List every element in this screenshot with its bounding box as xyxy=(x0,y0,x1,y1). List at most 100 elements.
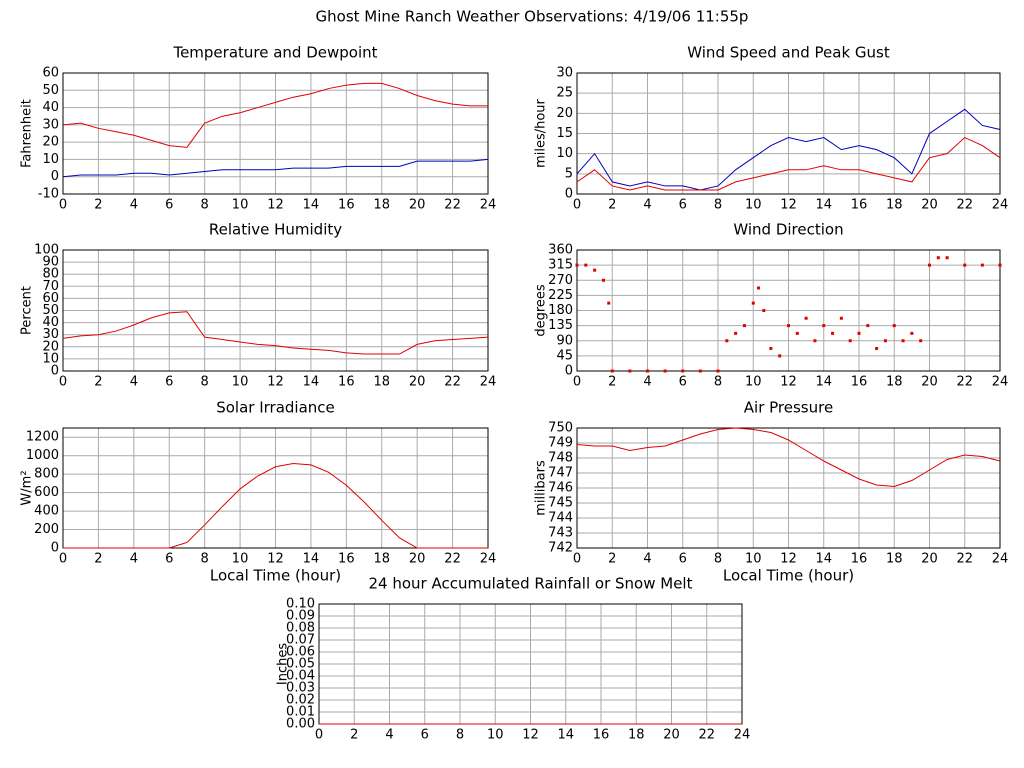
x-tick-label: 14 xyxy=(303,198,320,213)
y-tick-label: 30 xyxy=(42,117,59,132)
y-tick-label: 1000 xyxy=(26,448,59,463)
y-tick-label: 743 xyxy=(548,526,573,541)
data-point xyxy=(892,324,896,328)
y-tick-label: 0 xyxy=(51,364,59,379)
x-tick-label: 12 xyxy=(780,552,797,567)
x-tick-label: 22 xyxy=(444,552,461,567)
x-tick-label: 22 xyxy=(956,198,973,213)
chart-title: Air Pressure xyxy=(744,399,833,417)
x-tick-label: 4 xyxy=(643,375,651,390)
x-tick-label: 22 xyxy=(698,728,715,743)
x-tick-label: 0 xyxy=(59,552,67,567)
x-tick-label: 22 xyxy=(956,552,973,567)
x-tick-label: 16 xyxy=(851,198,868,213)
x-tick-label: 22 xyxy=(444,375,461,390)
x-tick-label: 18 xyxy=(886,552,903,567)
y-tick-label: 40 xyxy=(42,100,59,115)
y-tick-label: 60 xyxy=(42,291,59,306)
x-tick-label: 4 xyxy=(130,552,138,567)
x-tick-label: 18 xyxy=(886,375,903,390)
y-tick-label: 747 xyxy=(548,466,573,481)
y-axis-label: millibars xyxy=(534,460,549,516)
y-tick-label: 742 xyxy=(548,541,573,556)
data-point xyxy=(875,346,879,350)
y-tick-label: 70 xyxy=(42,279,59,294)
chart-title: Wind Direction xyxy=(733,221,843,239)
x-tick-label: 24 xyxy=(992,198,1009,213)
y-axis-label: W/m² xyxy=(20,470,35,505)
x-tick-label: 24 xyxy=(992,375,1009,390)
data-point xyxy=(919,339,923,343)
x-tick-label: 0 xyxy=(59,375,67,390)
data-point xyxy=(910,331,914,335)
plot-frame xyxy=(576,249,1001,372)
y-tick-label: 400 xyxy=(34,504,59,519)
data-point xyxy=(607,301,611,305)
data-point xyxy=(857,331,861,335)
y-tick-label: 744 xyxy=(548,511,573,526)
x-tick-label: 12 xyxy=(522,728,539,743)
data-point xyxy=(757,286,761,290)
y-tick-label: 90 xyxy=(556,333,573,348)
y-axis-label: Percent xyxy=(20,286,35,335)
data-line xyxy=(62,311,489,355)
x-tick-label: 14 xyxy=(303,375,320,390)
y-tick-label: 745 xyxy=(548,496,573,511)
y-tick-label: 40 xyxy=(42,315,59,330)
y-tick-label: 30 xyxy=(42,327,59,342)
data-point xyxy=(928,263,931,267)
x-tick-label: 12 xyxy=(267,552,284,567)
y-tick-label: 10 xyxy=(42,351,59,366)
x-tick-label: 22 xyxy=(956,375,973,390)
y-tick-label: 748 xyxy=(548,451,573,466)
x-tick-label: 0 xyxy=(573,198,581,213)
data-point xyxy=(787,324,790,328)
data-point xyxy=(584,263,588,267)
data-point xyxy=(795,331,799,335)
x-tick-label: 24 xyxy=(480,375,497,390)
x-tick-label: 14 xyxy=(815,198,832,213)
x-tick-label: 2 xyxy=(94,552,102,567)
data-point xyxy=(804,316,808,320)
x-tick-label: 6 xyxy=(165,375,173,390)
y-tick-label: 45 xyxy=(556,348,573,363)
y-tick-label: 0.04 xyxy=(286,669,315,684)
x-tick-label: 8 xyxy=(201,198,209,213)
x-tick-label: 10 xyxy=(745,375,762,390)
data-point xyxy=(610,369,614,373)
x-tick-label: 24 xyxy=(734,728,751,743)
x-tick-label: 0 xyxy=(573,552,581,567)
data-point xyxy=(778,354,782,358)
x-tick-label: 0 xyxy=(315,728,323,743)
y-tick-label: 0 xyxy=(51,541,59,556)
x-tick-label: 18 xyxy=(373,552,390,567)
y-tick-label: 0.06 xyxy=(286,645,315,660)
x-tick-label: 4 xyxy=(385,728,393,743)
x-tick-label: 18 xyxy=(886,198,903,213)
data-line xyxy=(62,158,489,178)
x-tick-label: 4 xyxy=(130,375,138,390)
x-axis-label: Local Time (hour) xyxy=(723,567,854,585)
data-point xyxy=(628,369,632,373)
x-tick-label: 16 xyxy=(851,375,868,390)
x-tick-label: 20 xyxy=(409,375,426,390)
x-tick-label: 20 xyxy=(409,198,426,213)
x-tick-label: 20 xyxy=(921,198,938,213)
plot-frame xyxy=(576,427,1001,549)
x-tick-label: 20 xyxy=(921,375,938,390)
x-tick-label: 0 xyxy=(573,375,581,390)
chart-title: Solar Irradiance xyxy=(216,399,335,417)
x-tick-label: 20 xyxy=(921,552,938,567)
data-point xyxy=(681,369,685,373)
x-tick-label: 6 xyxy=(679,552,687,567)
y-tick-label: 100 xyxy=(34,243,59,258)
plot-frame xyxy=(62,427,489,549)
data-point xyxy=(866,324,870,328)
plot-frame xyxy=(62,249,489,372)
data-point xyxy=(839,316,843,320)
x-tick-label: 8 xyxy=(201,375,209,390)
data-point xyxy=(734,331,738,335)
x-tick-label: 0 xyxy=(59,198,67,213)
y-tick-label: 270 xyxy=(548,273,573,288)
x-tick-label: 2 xyxy=(608,375,616,390)
